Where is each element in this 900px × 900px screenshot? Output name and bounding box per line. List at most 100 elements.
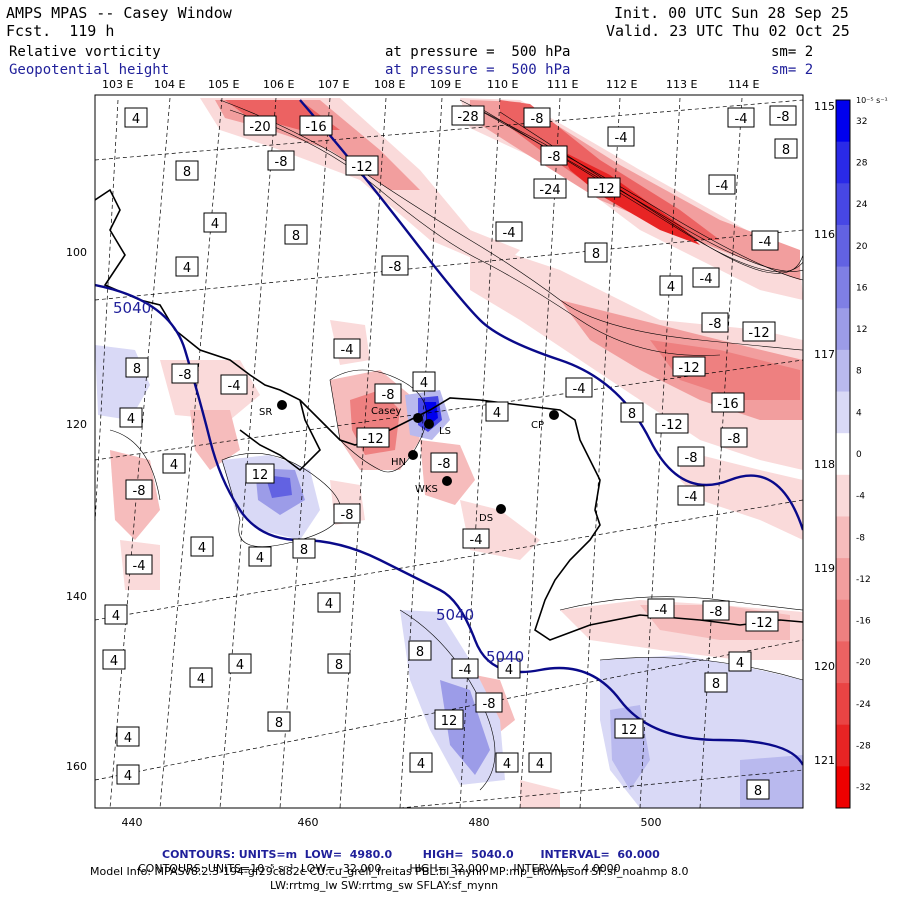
field1-level: at pressure = 500 hPa bbox=[385, 44, 571, 60]
colorbar-swatch bbox=[836, 100, 850, 143]
colorbar-swatch bbox=[836, 516, 850, 559]
contour-label: 4 bbox=[102, 649, 126, 670]
svg-text:4: 4 bbox=[256, 551, 264, 566]
y-tick-label: 160 bbox=[66, 760, 87, 773]
svg-text:-12: -12 bbox=[751, 616, 772, 631]
colorbar-tick-label: -24 bbox=[856, 700, 871, 710]
contour-label: -4 bbox=[708, 174, 736, 195]
svg-text:-8: -8 bbox=[389, 260, 402, 275]
svg-text:-12: -12 bbox=[362, 432, 383, 447]
y-tick-label: 140 bbox=[66, 590, 87, 603]
station-label: DS bbox=[479, 513, 493, 524]
stations: SR Casey LS HN WKS DS CP bbox=[259, 400, 559, 524]
svg-text:8: 8 bbox=[300, 543, 308, 558]
station-marker bbox=[408, 450, 418, 460]
x-tick-label: 500 bbox=[641, 816, 662, 829]
contour-label: 4 bbox=[317, 592, 341, 613]
contour-label: -16 bbox=[299, 115, 333, 136]
contour-label: -8 bbox=[702, 600, 730, 621]
svg-text:-4: -4 bbox=[470, 533, 483, 548]
contour-label: 12 bbox=[245, 463, 275, 484]
contour-label: -8 bbox=[430, 452, 458, 473]
svg-text:4: 4 bbox=[325, 597, 333, 612]
contour-label: 4 bbox=[190, 536, 214, 557]
colorbar-tick-label: 8 bbox=[856, 367, 862, 377]
contours-label: CONTOURS: bbox=[162, 848, 236, 861]
svg-text:4: 4 bbox=[236, 658, 244, 673]
station-marker bbox=[424, 419, 434, 429]
svg-text:8: 8 bbox=[183, 165, 191, 180]
colorbar-tick-label: 16 bbox=[856, 283, 868, 293]
colorbar-tick-label: 28 bbox=[856, 158, 868, 168]
lon-label: 104 E bbox=[154, 78, 186, 91]
contour-label: 4 bbox=[124, 107, 148, 128]
svg-text:4: 4 bbox=[110, 654, 118, 669]
colorbar-swatch bbox=[836, 683, 850, 726]
contour-label: 4 bbox=[485, 401, 509, 422]
colorbar-swatch bbox=[836, 724, 850, 767]
contour-label: -8 bbox=[769, 105, 797, 126]
coastline bbox=[95, 188, 803, 641]
svg-text:4: 4 bbox=[112, 609, 120, 624]
contour-label: -8 bbox=[523, 107, 551, 128]
svg-text:4: 4 bbox=[493, 406, 501, 421]
contour-label: -4 bbox=[677, 485, 705, 506]
contour-label: 8 bbox=[284, 224, 308, 245]
field2-name: Geopotential height bbox=[9, 62, 170, 78]
plot-title: AMPS MPAS -- Casey Window bbox=[6, 4, 232, 22]
contour-label: -28 bbox=[451, 105, 485, 126]
svg-text:-24: -24 bbox=[539, 183, 560, 198]
contour-label: 4 bbox=[728, 651, 752, 672]
colorbar-tick-label: -28 bbox=[856, 742, 871, 752]
station-marker bbox=[549, 410, 559, 420]
colorbar-swatch bbox=[836, 349, 850, 393]
contour-label: -8 bbox=[267, 150, 295, 171]
contours-details: UNITS=10⁻⁵ s⁻¹ LOW= -32.000 HIGH= 32.000… bbox=[207, 862, 621, 875]
lon-label: 112 E bbox=[606, 78, 638, 91]
svg-text:8: 8 bbox=[133, 362, 141, 377]
svg-text:-8: -8 bbox=[728, 432, 741, 447]
colorbar-tick-label: 12 bbox=[856, 325, 867, 335]
contour-label: -4 bbox=[565, 377, 593, 398]
y-tick-label: 100 bbox=[66, 246, 87, 259]
colorbar-swatch bbox=[836, 641, 850, 684]
height-label: 5040 bbox=[486, 648, 524, 666]
svg-text:4: 4 bbox=[211, 217, 219, 232]
svg-text:-4: -4 bbox=[133, 559, 146, 574]
contour-label: 4 bbox=[659, 275, 683, 296]
station-label: LS bbox=[439, 426, 451, 437]
footer-vorticity-contours: CONTOURS: UNITS=10⁻⁵ s⁻¹ LOW= -32.000 HI… bbox=[131, 852, 621, 874]
svg-text:-4: -4 bbox=[735, 112, 748, 127]
svg-text:-8: -8 bbox=[179, 368, 192, 383]
colorbar-swatch bbox=[836, 599, 850, 642]
lon-label: 113 E bbox=[666, 78, 698, 91]
contour-label: -8 bbox=[374, 383, 402, 404]
model-info-2: LW:rrtmg_lw SW:rrtmg_sw SFLAY:sf_mynn bbox=[270, 879, 499, 892]
svg-text:-8: -8 bbox=[548, 150, 561, 165]
contour-label: 8 bbox=[267, 711, 291, 732]
contour-label: -8 bbox=[475, 692, 503, 713]
colorbar-tick-label: 20 bbox=[856, 242, 868, 252]
svg-text:-4: -4 bbox=[341, 343, 354, 358]
contour-label: 8 bbox=[292, 538, 316, 559]
contour-label: 8 bbox=[746, 779, 770, 800]
station-marker bbox=[413, 413, 423, 423]
colorbar-swatch bbox=[836, 141, 850, 184]
svg-text:-8: -8 bbox=[777, 110, 790, 125]
contour-label: -8 bbox=[333, 503, 361, 524]
lon-label: 109 E bbox=[430, 78, 462, 91]
map-frame bbox=[94, 94, 804, 809]
lon-label: 108 E bbox=[374, 78, 406, 91]
contour-label: -12 bbox=[742, 321, 776, 342]
svg-text:4: 4 bbox=[124, 731, 132, 746]
svg-text:-8: -8 bbox=[382, 388, 395, 403]
svg-text:-4: -4 bbox=[700, 272, 713, 287]
contour-label: 4 bbox=[495, 752, 519, 773]
contour-label: -4 bbox=[451, 658, 479, 679]
contour-label: -12 bbox=[587, 177, 621, 198]
colorbar-swatch bbox=[836, 558, 850, 601]
field2-smoothing: sm= 2 bbox=[771, 62, 814, 78]
colorbar-swatch bbox=[836, 391, 850, 434]
svg-text:-16: -16 bbox=[717, 397, 738, 412]
svg-text:-12: -12 bbox=[351, 160, 372, 175]
